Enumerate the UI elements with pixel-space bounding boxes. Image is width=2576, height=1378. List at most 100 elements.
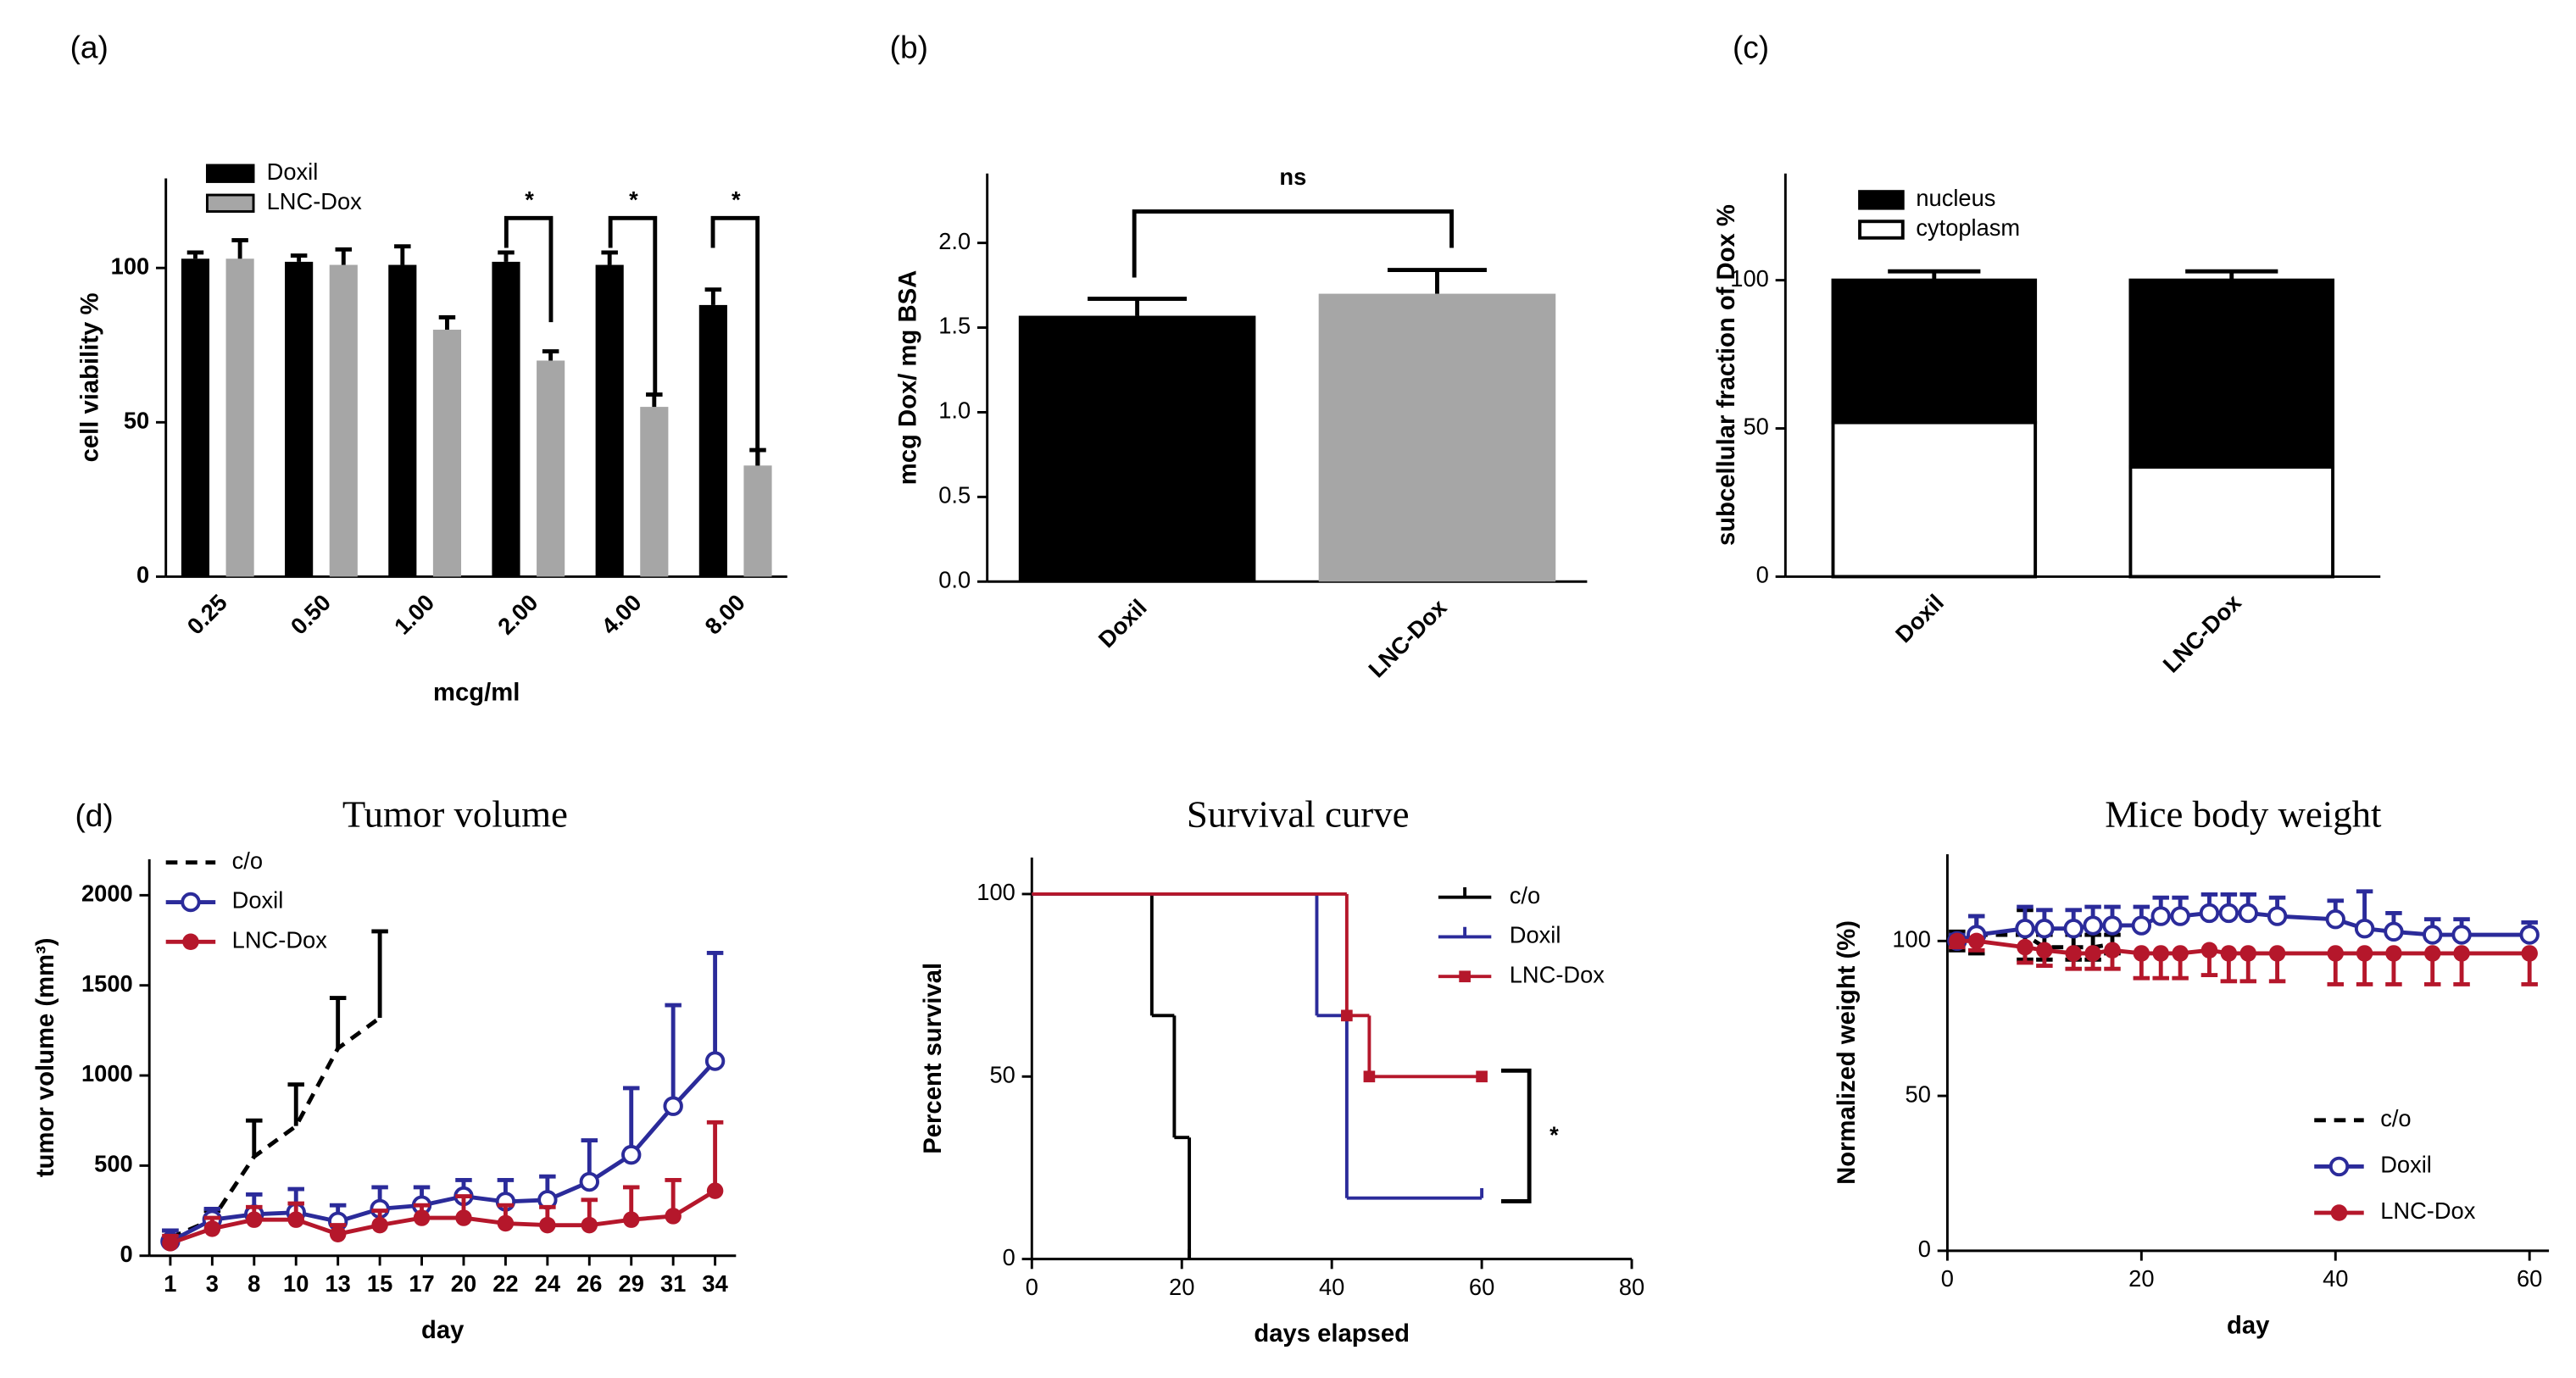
y-tick-label: 50 [989, 1061, 1015, 1087]
x-tick-label: 60 [2517, 1265, 2542, 1292]
point [2015, 919, 2035, 939]
legend-swatch [205, 164, 255, 183]
panel-label: (a) [70, 29, 108, 64]
point [621, 1144, 642, 1165]
x-tick-label: 60 [1469, 1274, 1494, 1300]
legend-label: Doxil [267, 158, 319, 185]
y-axis-label: subcellular fraction of Dox % [1713, 204, 1740, 546]
point [2218, 903, 2239, 924]
legend-label: LNC-Dox [232, 926, 328, 953]
x-tick-label: 40 [1319, 1274, 1344, 1300]
point [2384, 921, 2404, 942]
x-axis-label: mcg/ml [433, 680, 520, 707]
y-tick-label: 1000 [81, 1060, 133, 1086]
y-axis-label: mcg Dox/ mg BSA [895, 270, 922, 485]
x-tick-label: 10 [283, 1270, 309, 1297]
y-tick-label: 1.0 [938, 397, 971, 424]
bar [388, 264, 417, 577]
y-tick-label: 1500 [81, 970, 133, 997]
x-tick-label: 0 [1026, 1274, 1038, 1300]
bar-segment [2128, 465, 2335, 579]
legend-swatch [1858, 190, 1905, 210]
bar [432, 330, 462, 577]
point [287, 1211, 304, 1228]
y-tick-label: 0 [120, 1241, 133, 1267]
point [203, 1220, 221, 1237]
x-tick-label: 20 [451, 1270, 476, 1297]
x-axis-label: day [421, 1317, 465, 1344]
legend-label: nucleus [1916, 185, 1995, 211]
point [181, 892, 201, 913]
y-tick-label: 100 [1892, 926, 1931, 953]
point [2017, 938, 2034, 956]
bar [181, 258, 210, 577]
point [2519, 925, 2540, 945]
point [2423, 925, 2443, 945]
bar [329, 264, 358, 577]
x-tick-label: 26 [576, 1270, 602, 1297]
x-tick-label: 20 [1169, 1274, 1194, 1300]
point [2133, 945, 2150, 962]
y-tick-label: 500 [94, 1151, 133, 1177]
bar [698, 304, 727, 577]
x-tick-label: 29 [619, 1270, 644, 1297]
legend-swatch [205, 193, 255, 214]
point [182, 933, 199, 951]
annotation: * [525, 186, 534, 213]
point [706, 1182, 724, 1199]
bar-segment [2128, 278, 2335, 469]
significance-brackets [504, 209, 1532, 1203]
point [2036, 942, 2053, 959]
chart-title: Tumor volume [342, 792, 568, 835]
y-tick-label: 0.0 [938, 566, 971, 592]
point [579, 1171, 599, 1192]
bar [1018, 315, 1256, 582]
point [663, 1096, 683, 1116]
annotation: * [2270, 420, 2279, 446]
point [2451, 925, 2472, 945]
point [162, 1235, 179, 1252]
bracket [504, 215, 554, 323]
point [2083, 915, 2103, 936]
point [2238, 903, 2258, 924]
legend-label: c/o [1510, 882, 1540, 908]
point [704, 1051, 726, 1071]
bar [225, 258, 254, 577]
chart-title: Mice body weight [2105, 792, 2382, 835]
point [1363, 1070, 1376, 1083]
y-tick-label: 100 [1730, 265, 1769, 292]
point [2356, 945, 2373, 962]
point [622, 1211, 640, 1228]
point [539, 1216, 556, 1234]
y-tick-label: 2000 [81, 881, 133, 907]
point [371, 1216, 388, 1234]
x-axis-label: day [2227, 1312, 2270, 1339]
y-tick-label: 50 [124, 408, 149, 434]
point [497, 1214, 515, 1232]
point [2220, 945, 2238, 962]
point [2172, 945, 2189, 962]
y-tick-label: 0 [1756, 562, 1769, 588]
legend-label: LNC-Dox [267, 188, 363, 214]
point [329, 1225, 347, 1242]
legend-label: c/o [2380, 1105, 2411, 1131]
x-axis-label: days elapsed [1254, 1320, 1410, 1347]
point [2385, 945, 2402, 962]
legend-label: Doxil [1510, 922, 1561, 948]
point [1949, 932, 1966, 950]
x-tick-label: 17 [409, 1270, 434, 1297]
point [413, 1209, 431, 1226]
y-tick-label: 50 [1906, 1081, 1931, 1107]
y-axis-label: tumor volume (mm³) [32, 937, 59, 1177]
point [2065, 945, 2082, 962]
panel-label: (b) [890, 29, 928, 64]
point [1476, 1070, 1488, 1083]
bracket [710, 215, 760, 470]
series-line [169, 1016, 381, 1240]
y-axis-label: cell viability % [77, 293, 104, 463]
legend-label: cytoplasm [1916, 214, 2020, 241]
bar [1318, 293, 1556, 582]
bar-segment [1831, 420, 2038, 579]
